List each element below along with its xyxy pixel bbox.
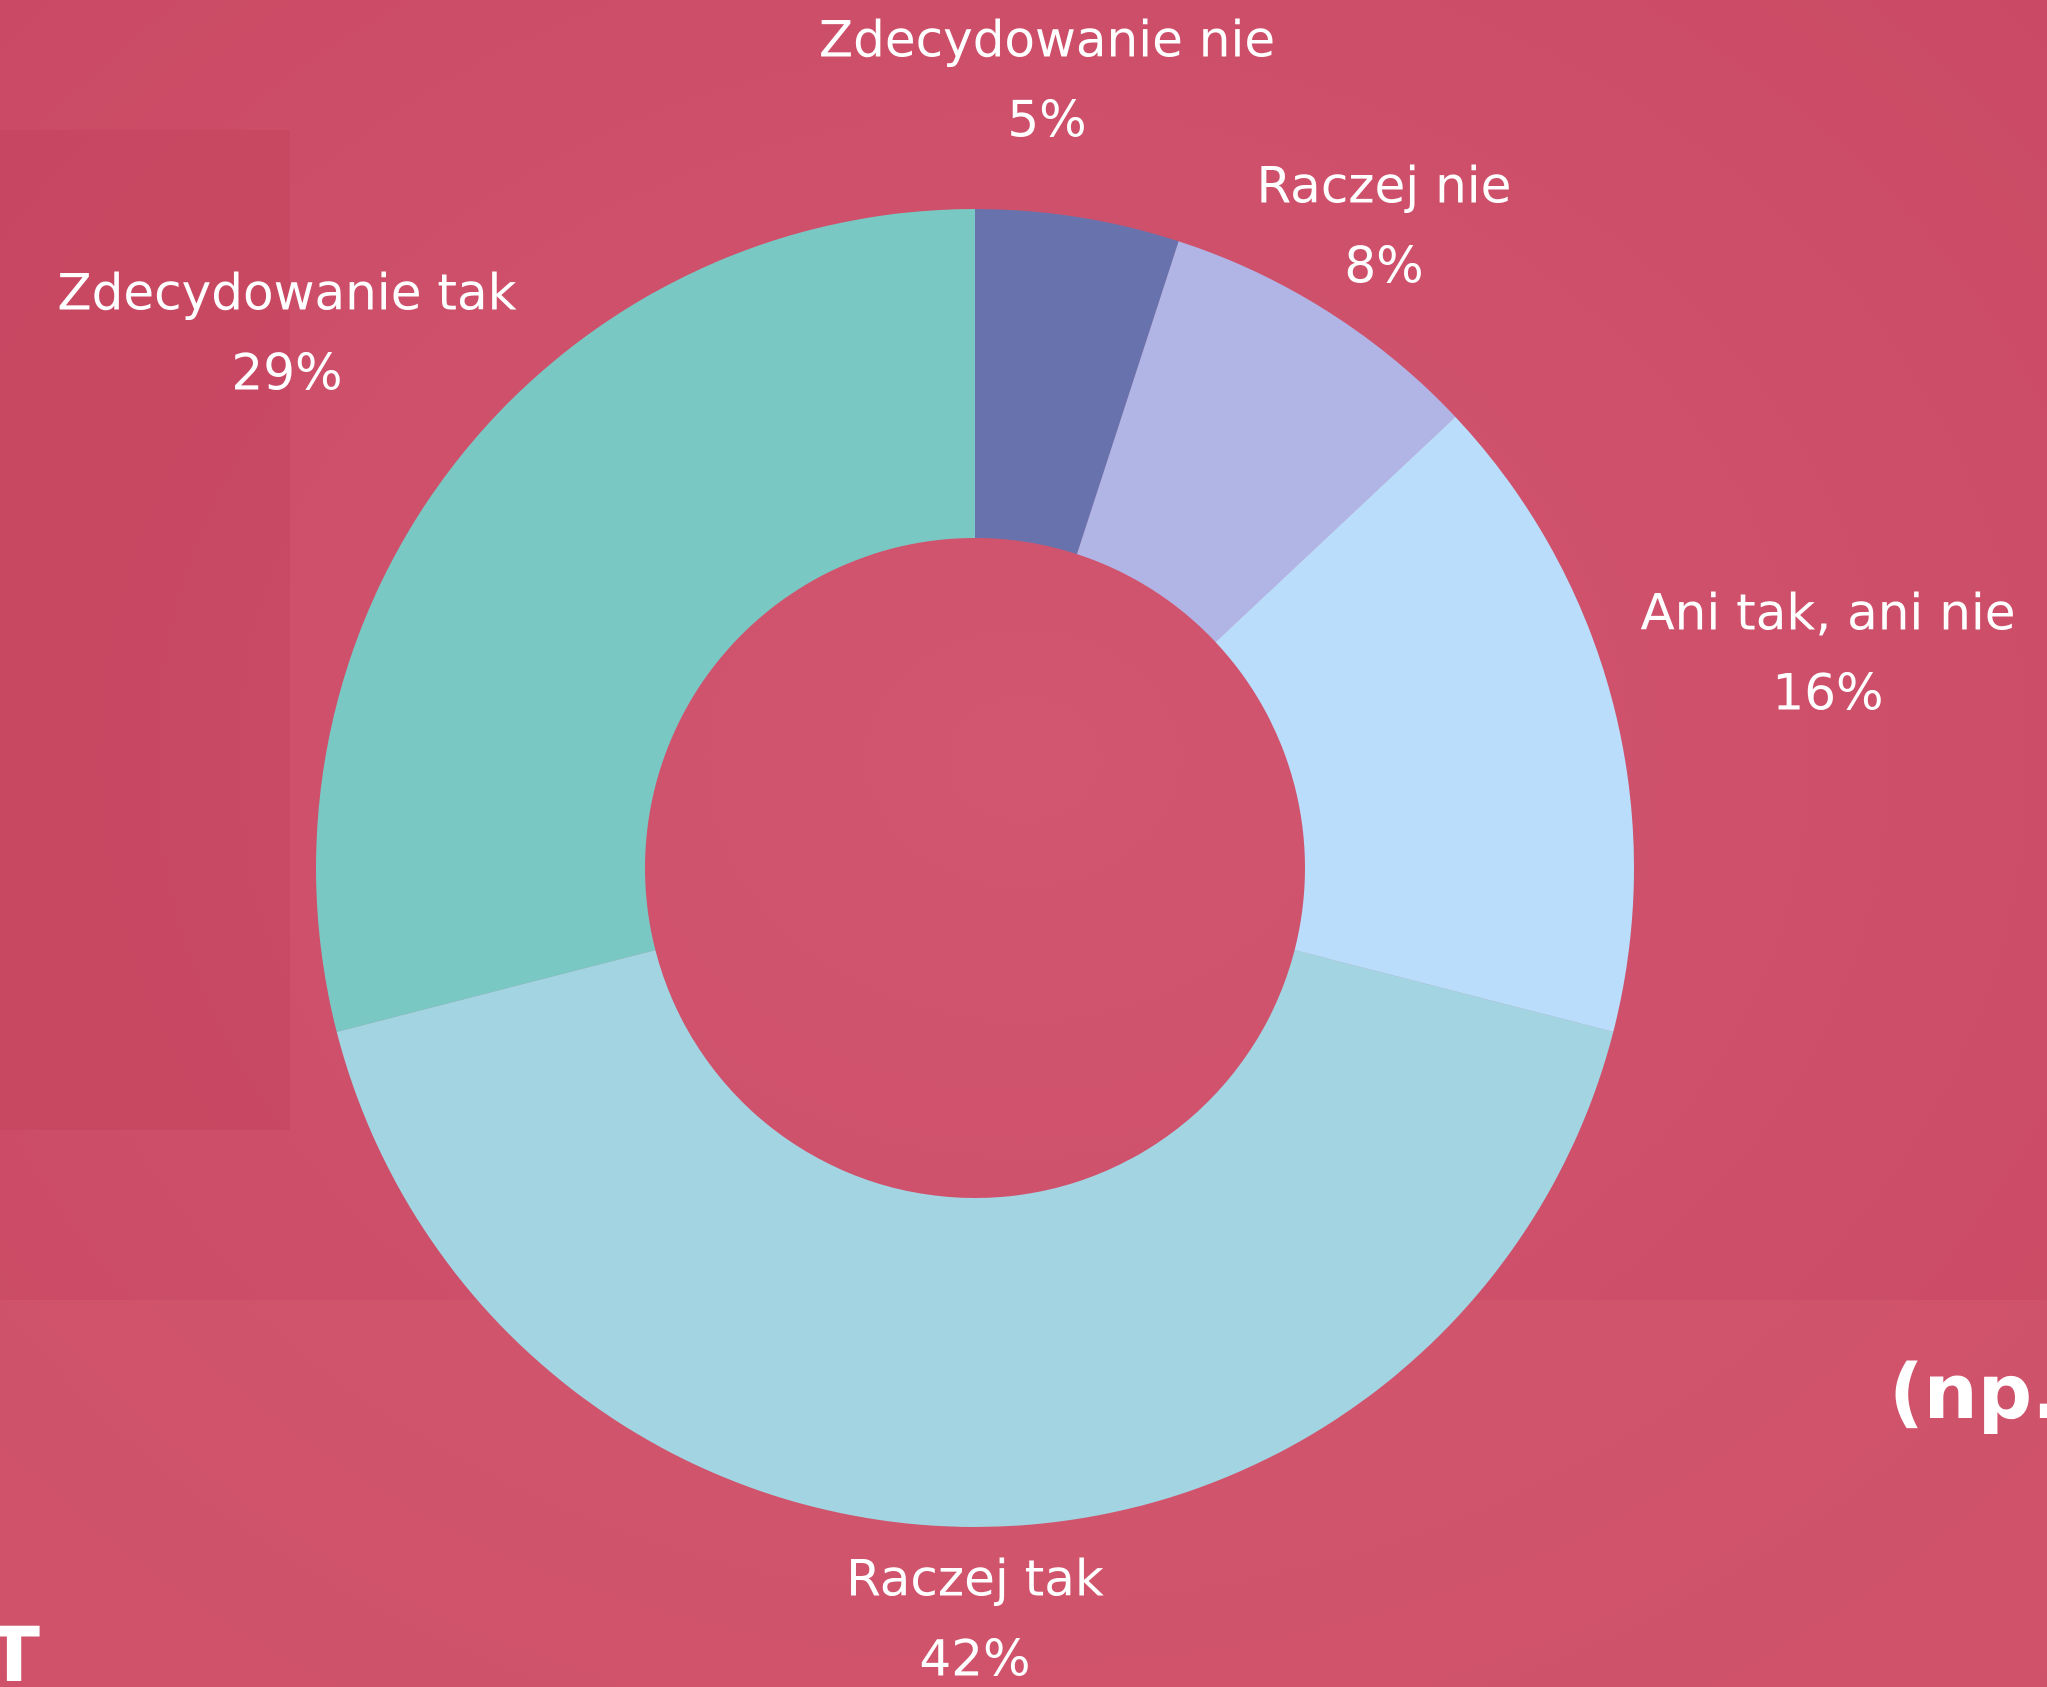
slice xyxy=(316,209,975,1032)
annotation: T xyxy=(0,1610,40,1687)
background-shape xyxy=(0,130,290,1130)
value-label: 16% xyxy=(1772,664,1883,722)
category-label: Zdecydowanie nie xyxy=(819,11,1275,69)
category-label: Zdecydowanie tak xyxy=(57,264,516,322)
category-label: Raczej nie xyxy=(1257,157,1512,215)
category-label: Ani tak, ani nie xyxy=(1640,584,2015,642)
value-label: 29% xyxy=(231,344,342,402)
slice xyxy=(1076,241,1456,643)
value-label: 5% xyxy=(1007,91,1086,149)
slice xyxy=(336,950,1614,1527)
value-label: 8% xyxy=(1344,237,1423,295)
donut xyxy=(316,209,1634,1527)
category-label: Raczej tak xyxy=(846,1550,1104,1608)
slice xyxy=(975,209,1179,555)
value-label: 42% xyxy=(919,1630,1030,1687)
annotation: (np. xyxy=(1889,1347,2047,1436)
labels: Zdecydowanie nie 5% Raczej nie 8% Ani tak, a… xyxy=(57,11,2015,1687)
slice xyxy=(1215,416,1634,1032)
